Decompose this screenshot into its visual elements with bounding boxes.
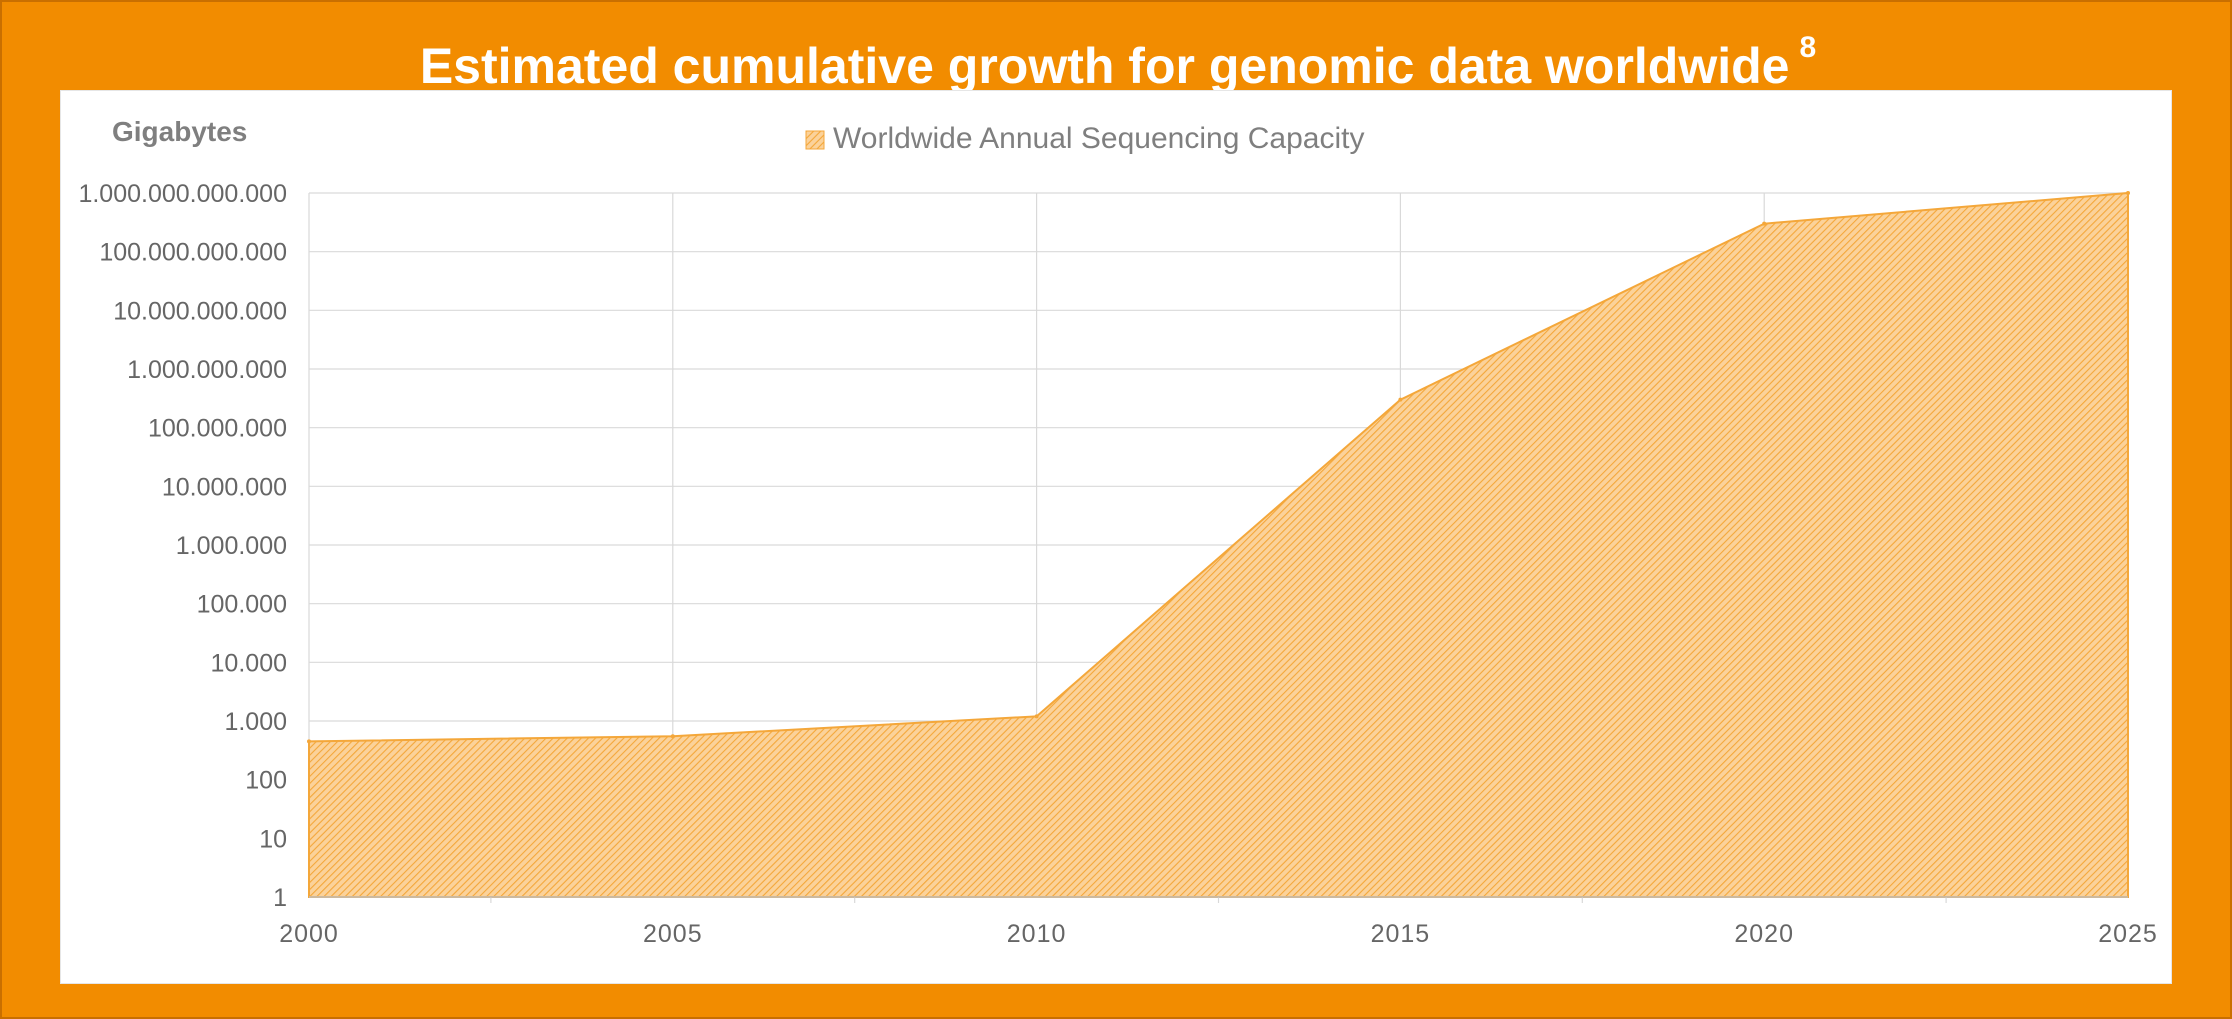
y-tick-label: 100.000 — [197, 591, 287, 619]
x-tick-label: 2010 — [1007, 920, 1067, 948]
chart-panel: 1 10 100 1.000 10.000 100.000 1.000.000 10.000.… — [60, 90, 2172, 984]
chart-title: Estimated cumulative growth for genomic … — [2, 16, 2232, 98]
area-chart: 1 10 100 1.000 10.000 100.000 1.000.000 10.000.… — [78, 116, 2158, 948]
legend-swatch — [805, 130, 825, 150]
data-point — [307, 739, 311, 744]
y-tick-label: 1 — [273, 884, 287, 912]
x-tick-label: 2025 — [2098, 920, 2158, 948]
x-tick-label: 2020 — [1734, 920, 1794, 948]
y-tick-label: 100.000.000.000 — [99, 239, 287, 267]
data-point — [670, 734, 675, 739]
y-tick-label: 100.000.000 — [148, 415, 287, 443]
y-tick-label: 10 — [259, 825, 287, 853]
legend-label: Worldwide Annual Sequencing Capacity — [833, 122, 1364, 155]
y-tick-label: 1.000 — [224, 708, 287, 736]
x-tick-label: 2000 — [279, 920, 339, 948]
y-tick-label: 1.000.000.000 — [127, 356, 287, 384]
y-tick-label: 1.000.000 — [176, 532, 287, 560]
y-tick-label: 10.000 — [211, 649, 287, 677]
data-point — [1034, 714, 1039, 719]
data-point — [1398, 397, 1403, 402]
data-point — [2126, 191, 2130, 195]
y-tick-label: 10.000.000 — [162, 473, 287, 501]
data-point — [1762, 221, 1767, 226]
x-tick-label: 2005 — [643, 920, 703, 948]
y-tick-label: 10.000.000.000 — [113, 297, 287, 325]
chart-title-text: Estimated cumulative growth for genomic … — [419, 38, 1790, 94]
y-axis-label: Gigabytes — [112, 116, 247, 147]
y-tick-label: 1.000.000.000.000 — [78, 180, 287, 208]
footnote-marker: 8 — [1799, 31, 1817, 64]
y-tick-label: 100 — [245, 767, 287, 795]
x-tick-label: 2015 — [1371, 920, 1431, 948]
